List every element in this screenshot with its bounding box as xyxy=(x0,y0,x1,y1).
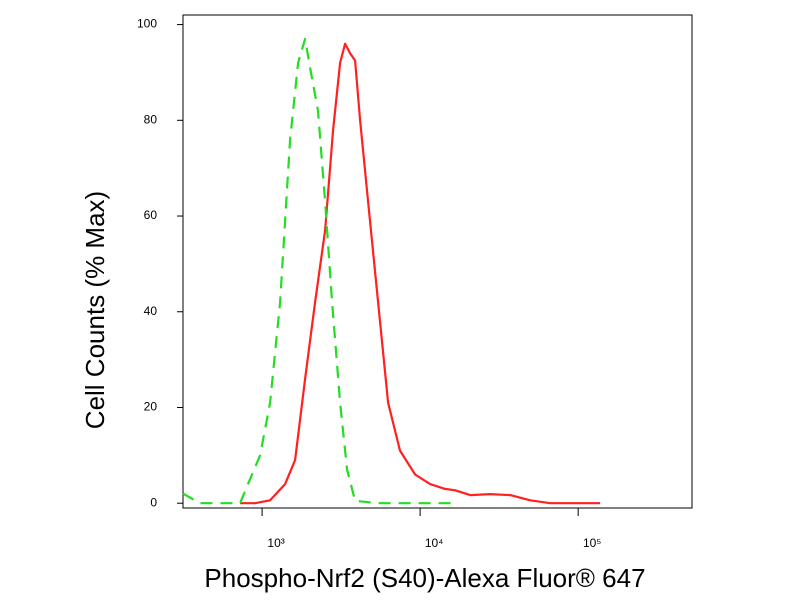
series-line xyxy=(182,37,456,505)
y-tick-label: 60 xyxy=(144,208,158,222)
y-tick-label: 20 xyxy=(144,400,158,414)
y-axis-title: Cell Counts (% Max) xyxy=(80,191,110,429)
y-tick-label: 40 xyxy=(144,304,158,318)
x-tick-label: 10⁴ xyxy=(425,536,444,550)
plot-frame xyxy=(182,14,693,509)
x-tick-label: 10³ xyxy=(267,536,284,550)
y-tick-label: 100 xyxy=(137,17,157,31)
series-line xyxy=(240,42,601,505)
y-tick-label: 0 xyxy=(150,495,157,509)
x-axis-title: Phospho-Nrf2 (S40)-Alexa Fluor® 647 xyxy=(204,563,645,593)
y-tick-label: 80 xyxy=(144,112,158,126)
x-tick-label: 10⁵ xyxy=(583,536,601,550)
